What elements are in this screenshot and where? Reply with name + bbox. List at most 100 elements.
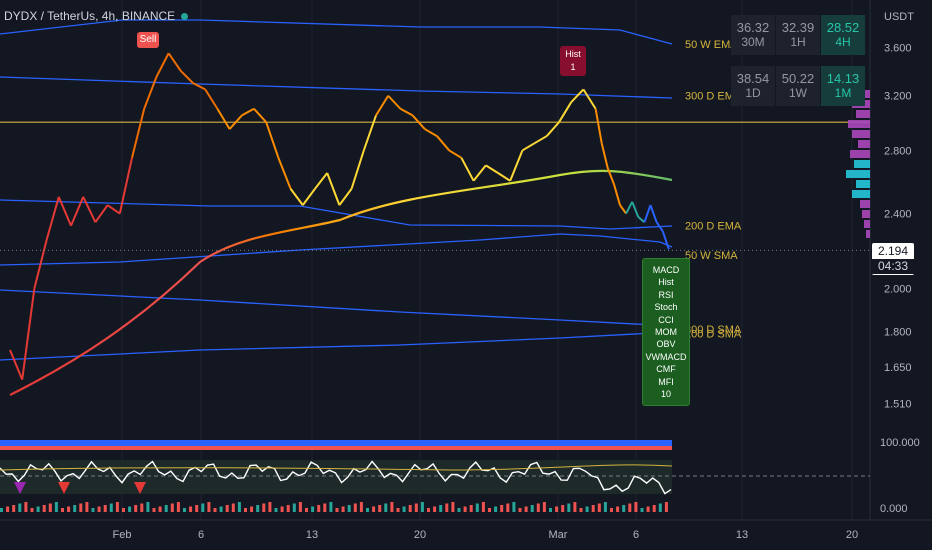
price-tick-label: 2.800: [884, 145, 912, 157]
volume-bar: [414, 503, 418, 512]
price-segment: [314, 172, 328, 190]
moving-average-line: [0, 19, 673, 45]
volume-bar: [628, 503, 632, 512]
volume-profile-bar: [860, 200, 870, 208]
timeframe-cell-4h: 28.52 4H: [821, 15, 865, 55]
timeframe-cell-1d: 38.54 1D: [731, 66, 775, 106]
volume-bar: [36, 506, 40, 512]
volume-bar: [652, 505, 656, 512]
volume-profile-bar: [858, 140, 870, 148]
indicator-item: CMF: [656, 364, 676, 375]
volume-bar: [115, 502, 119, 512]
volume-bar: [18, 503, 22, 512]
price-segment: [521, 142, 536, 152]
volume-bar: [603, 502, 607, 512]
time-tick-label: 6: [633, 529, 639, 541]
price-segment: [625, 201, 634, 215]
volume-bar: [384, 503, 388, 512]
moving-average-line: [0, 233, 673, 266]
volume-bar: [323, 503, 327, 512]
signal-triangle-marker: [14, 482, 26, 494]
moving-average-line: [0, 76, 673, 99]
price-segment: [612, 183, 621, 206]
oscillator-tick-label: 100.000: [880, 437, 920, 449]
volume-bar: [488, 508, 491, 512]
price-segment: [253, 108, 267, 123]
volume-bar: [219, 506, 223, 512]
timeframe-value: 50.22: [781, 71, 815, 86]
volume-bar: [250, 506, 254, 512]
time-tick-label: Mar: [549, 529, 568, 541]
volume-bar: [573, 502, 577, 512]
volume-bar: [140, 503, 144, 512]
volume-bar: [6, 506, 10, 512]
hist-signal-count: 1: [570, 62, 576, 72]
volume-bar: [549, 508, 552, 512]
price-segment: [338, 188, 353, 206]
volume-bar: [134, 505, 138, 512]
volume-bar: [359, 502, 363, 512]
price-segment: [289, 188, 304, 206]
price-segment: [362, 115, 377, 151]
volume-bar: [201, 503, 205, 512]
price-segment: [94, 204, 109, 223]
volume-bar: [561, 505, 565, 512]
volume-bar: [445, 503, 449, 512]
price-segment: [534, 135, 548, 145]
price-segment: [655, 221, 664, 232]
divergence-indicator-list: MACD Hist RSI Stoch CCI MOM OBV VWMACD C…: [642, 258, 690, 406]
time-tick-label: 20: [846, 529, 858, 541]
volume-bar: [176, 502, 180, 512]
indicator-item: MACD: [652, 265, 680, 275]
volume-bar: [329, 502, 333, 512]
symbol-title: DYDX / TetherUs, 4h, BINANCE: [4, 9, 176, 23]
volume-bar: [530, 505, 534, 512]
volume-bar: [341, 506, 345, 512]
time-tick-label: 13: [736, 529, 748, 541]
volume-bar: [512, 502, 516, 512]
price-tick-label: 1.510: [884, 398, 912, 410]
volume-bar: [658, 503, 662, 512]
indicator-item: MFI: [658, 376, 674, 387]
price-segment: [9, 349, 24, 381]
timeframe-value: 38.54: [736, 71, 770, 86]
volume-bar: [427, 508, 430, 512]
price-segment: [509, 150, 524, 182]
price-segment: [387, 95, 402, 110]
volume-bar: [475, 503, 479, 512]
volume-bar: [256, 505, 260, 512]
oscillator-signal-line: [0, 464, 673, 471]
volume-bar: [542, 502, 546, 512]
price-segment: [643, 204, 652, 223]
volume-bar: [48, 503, 52, 512]
oscillator-tick-label: 0.000: [880, 503, 908, 515]
price-segment: [448, 149, 462, 159]
moving-average-line: [0, 331, 673, 361]
volume-bar: [292, 503, 296, 512]
volume-bar: [54, 502, 58, 512]
volume-bar: [408, 505, 412, 512]
price-segment: [399, 107, 414, 117]
volume-bar: [353, 503, 357, 512]
volume-bar: [152, 508, 156, 512]
volume-bar: [311, 506, 315, 512]
price-segment: [82, 196, 97, 223]
volume-bar: [366, 508, 369, 512]
volume-bar: [372, 506, 376, 512]
price-tick-label: 3.600: [884, 43, 912, 55]
volume-bar: [597, 503, 601, 512]
volume-bar: [481, 502, 485, 512]
signal-triangle-marker: [58, 482, 70, 494]
price-segment: [631, 201, 640, 218]
volume-bar: [97, 506, 101, 512]
timeframe-cell-1w: 50.22 1W: [776, 66, 820, 106]
time-tick-label: 6: [198, 529, 204, 541]
volume-bar: [207, 502, 211, 512]
time-tick-label: Feb: [113, 529, 132, 541]
price-segment: [228, 114, 243, 130]
symbol-header[interactable]: DYDX / TetherUs, 4h, BINANCE: [4, 9, 189, 23]
volume-bar: [12, 505, 16, 512]
price-segment: [45, 196, 60, 241]
